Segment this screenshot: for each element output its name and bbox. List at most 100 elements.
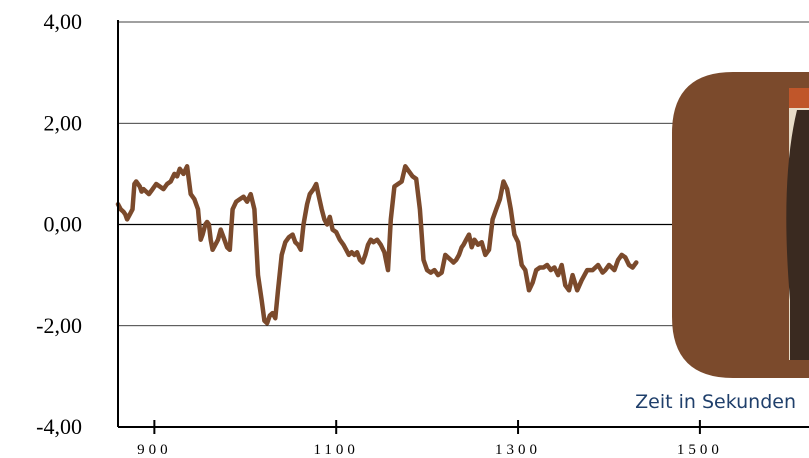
data-point [546, 264, 549, 266]
data-point [137, 183, 140, 185]
data-point [209, 238, 212, 241]
data-point [266, 322, 269, 325]
data-point [274, 317, 277, 320]
data-point [320, 208, 323, 211]
data-point [487, 248, 490, 251]
data-point [178, 167, 181, 170]
data-point [372, 241, 375, 244]
data-point [263, 319, 266, 322]
data-point [624, 256, 627, 259]
data-point [452, 261, 455, 264]
y-tick-label: 2,00 [44, 110, 83, 135]
data-point [350, 251, 353, 254]
data-point [364, 253, 367, 256]
data-point [280, 253, 283, 256]
data-point [147, 193, 150, 196]
y-tick-label: 0,00 [44, 212, 83, 237]
data-point [613, 269, 616, 272]
data-point [444, 253, 447, 256]
data-point [331, 228, 334, 231]
data-point [291, 233, 294, 236]
data-point [379, 243, 382, 246]
data-point [201, 233, 204, 236]
data-point [238, 198, 241, 201]
data-point [140, 190, 143, 193]
data-point [491, 218, 494, 221]
data-point [249, 193, 252, 196]
data-point [235, 200, 238, 203]
data-point [517, 241, 520, 244]
data-point [397, 183, 400, 185]
data-point [204, 223, 207, 226]
data-point [299, 248, 302, 251]
y-tick-label: -2,00 [36, 313, 82, 338]
x-tick-label: 1300 [495, 442, 541, 458]
data-point [429, 271, 432, 274]
data-point [294, 241, 297, 244]
data-point [560, 264, 563, 266]
data-point [564, 284, 567, 287]
data-point [219, 228, 222, 231]
data-point [407, 170, 410, 173]
data-point [228, 248, 231, 251]
data-point [126, 218, 129, 221]
y-tick-label: 4,00 [44, 9, 83, 34]
data-point [542, 266, 545, 269]
data-point [271, 312, 274, 315]
data-point [480, 241, 483, 244]
overlay-thumbnail [672, 72, 809, 378]
data-point [361, 261, 364, 264]
data-point [257, 274, 260, 277]
data-point [586, 269, 589, 272]
data-point [400, 180, 403, 183]
x-tick-label: 900 [137, 442, 172, 458]
data-point [214, 243, 217, 246]
data-point [597, 264, 600, 266]
data-point [166, 183, 169, 185]
data-point [119, 208, 122, 211]
data-point [601, 271, 604, 274]
overlay-rounded-panel [672, 72, 809, 378]
data-point [557, 274, 560, 277]
data-point [302, 223, 305, 226]
data-point [524, 269, 527, 272]
x-tick-label: 1100 [313, 442, 358, 458]
data-point [142, 188, 145, 191]
data-point [297, 243, 300, 246]
data-point [433, 269, 436, 272]
data-point [631, 266, 634, 269]
data-point [182, 172, 185, 175]
data-point [206, 220, 209, 223]
data-point [495, 208, 498, 211]
data-point [449, 258, 452, 261]
data-point [415, 177, 418, 180]
data-point [447, 256, 450, 259]
data-point [477, 243, 480, 246]
data-point [356, 251, 359, 254]
series-line [115, 164, 639, 326]
data-point [162, 188, 165, 191]
data-point [345, 248, 348, 251]
data-point [207, 223, 210, 226]
data-point [457, 253, 460, 256]
data-point [193, 198, 196, 201]
data-point [376, 238, 379, 241]
data-point [437, 274, 440, 277]
data-point [527, 289, 530, 292]
x-tick-label: 1500 [677, 442, 723, 458]
data-point [277, 289, 280, 292]
data-point [509, 208, 512, 211]
data-point [358, 258, 361, 261]
data-point [131, 208, 134, 211]
data-point [513, 233, 516, 236]
data-point [367, 243, 370, 246]
data-point [138, 185, 141, 188]
data-point [135, 180, 138, 183]
y-tick-labels: 4,00 2,00 0,00 -2,00 -4,00 [36, 9, 82, 439]
data-point [189, 193, 192, 196]
data-point [308, 193, 311, 196]
data-point [186, 165, 189, 168]
data-point [467, 233, 470, 236]
data-point [145, 190, 148, 193]
